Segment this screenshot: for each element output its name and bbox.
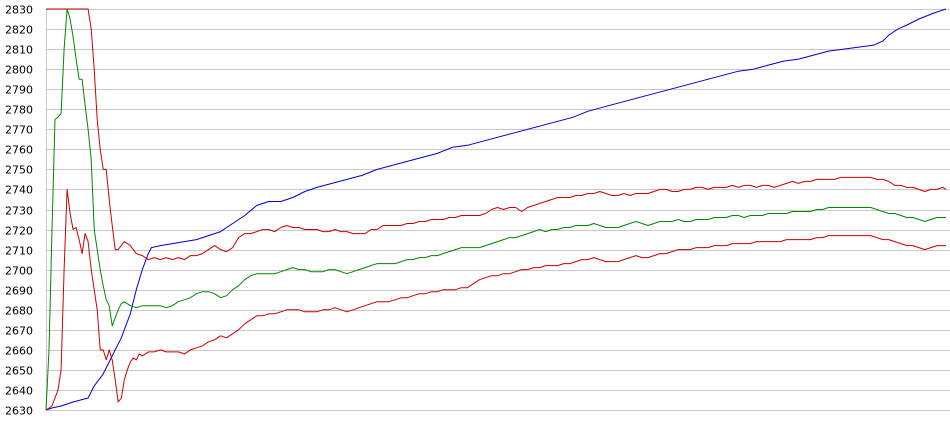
series-lines	[45, 8, 947, 411]
y-tick-label: 2750	[5, 164, 33, 177]
y-tick-label: 2790	[5, 84, 33, 97]
y-tick-label: 2770	[5, 124, 33, 137]
y-tick-label: 2680	[5, 305, 33, 318]
y-tick-label: 2630	[5, 405, 33, 418]
gridlines	[46, 9, 950, 411]
y-tick-label: 2740	[5, 184, 33, 197]
y-tick-label: 2700	[5, 265, 33, 278]
y-tick-label: 2670	[5, 325, 33, 338]
y-tick-label: 2730	[5, 205, 33, 218]
y-tick-label: 2810	[5, 44, 33, 57]
series-line-2	[46, 8, 947, 261]
y-tick-label: 2830	[5, 4, 33, 17]
y-tick-label: 2650	[5, 365, 33, 378]
series-line-4	[45, 188, 946, 411]
y-tick-label: 2720	[5, 225, 33, 238]
y-tick-label: 2660	[5, 345, 33, 358]
y-tick-label: 2780	[5, 104, 33, 117]
y-tick-labels: 2830 2820 2810 2800 2790 2780 2770 2760 2750 2740…	[5, 4, 33, 418]
y-tick-label: 2820	[5, 24, 33, 37]
series-line-1	[45, 8, 947, 411]
series-line-3	[45, 8, 946, 411]
y-tick-label: 2710	[5, 245, 33, 258]
y-tick-label: 2760	[5, 144, 33, 157]
y-tick-label: 2690	[5, 285, 33, 298]
y-tick-label: 2640	[5, 385, 33, 398]
y-tick-label: 2800	[5, 64, 33, 77]
